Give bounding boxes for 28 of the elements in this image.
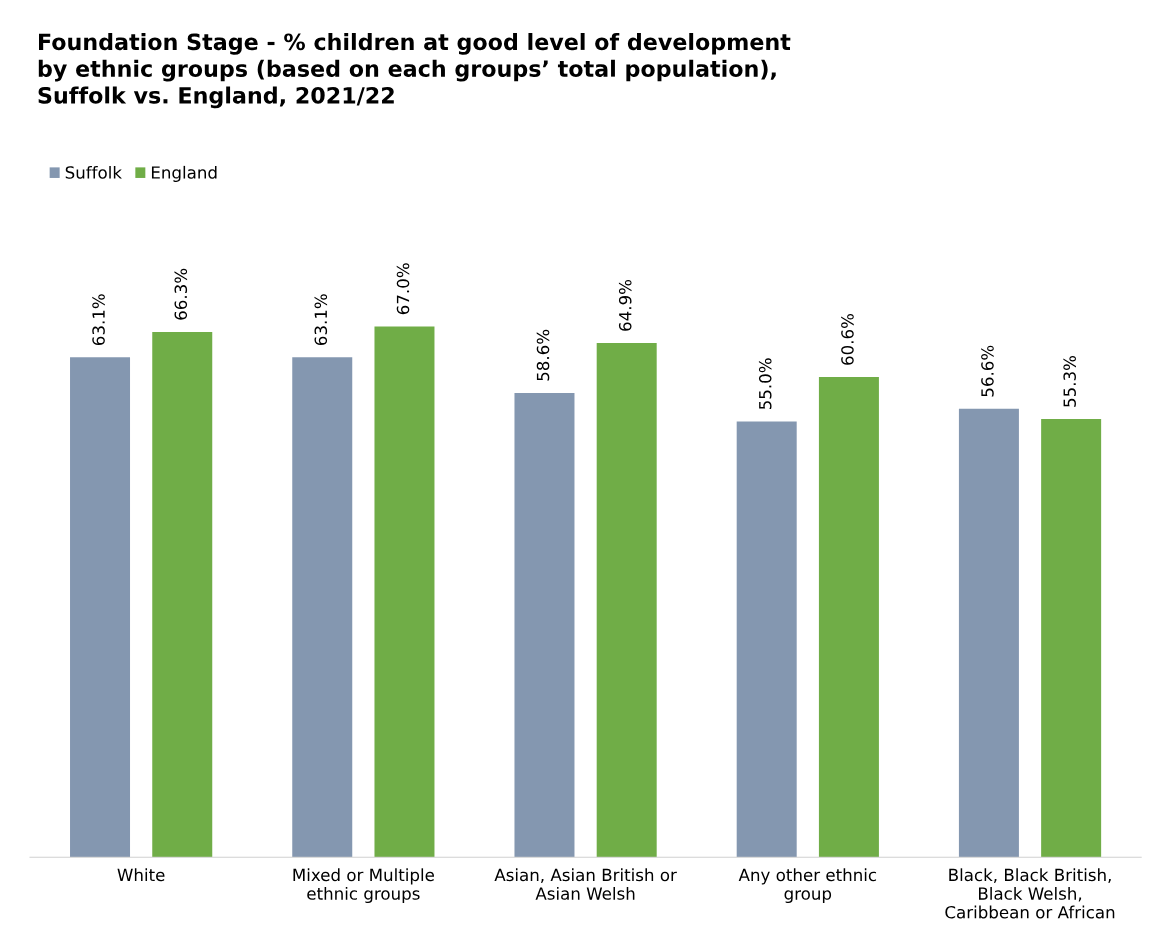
bar — [1041, 419, 1102, 858]
bar — [736, 421, 797, 858]
bar — [514, 392, 575, 858]
legend-label: England — [151, 165, 217, 183]
bar — [292, 357, 353, 858]
data-label: 60.6% — [841, 313, 854, 365]
data-label: 55.0% — [758, 358, 772, 410]
x-tick-label: Black, Black British, Black Welsh, Caribbean or African — [945, 868, 1115, 919]
data-label: 56.6% — [981, 345, 994, 397]
data-label: 63.1% — [314, 294, 328, 346]
x-tick-label: White — [117, 868, 165, 882]
x-tick-label: Any other ethnic group — [738, 868, 877, 904]
x-tick-label: Asian, Asian British or Asian Welsh — [494, 868, 677, 900]
data-label: 66.3% — [174, 268, 188, 320]
x-tick-label: Mixed or Multiple ethnic groups — [293, 868, 434, 904]
bar — [374, 326, 435, 858]
bar — [70, 357, 131, 858]
legend-label: Suffolk — [65, 165, 122, 179]
data-label: 55.3% — [1063, 355, 1076, 407]
data-label: 64.9% — [618, 279, 632, 331]
chart-title: Foundation Stage - % children at good level of development by ethnic groups (based on each groups’ total population), Suffolk vs. England, 2021/22 — [38, 33, 791, 109]
bar — [818, 377, 879, 858]
data-label: 67.0% — [396, 263, 410, 315]
bar — [958, 408, 1019, 858]
data-label: 63.1% — [92, 294, 105, 346]
bar — [596, 343, 657, 858]
bar — [152, 331, 213, 858]
data-label: 58.6% — [536, 329, 550, 381]
